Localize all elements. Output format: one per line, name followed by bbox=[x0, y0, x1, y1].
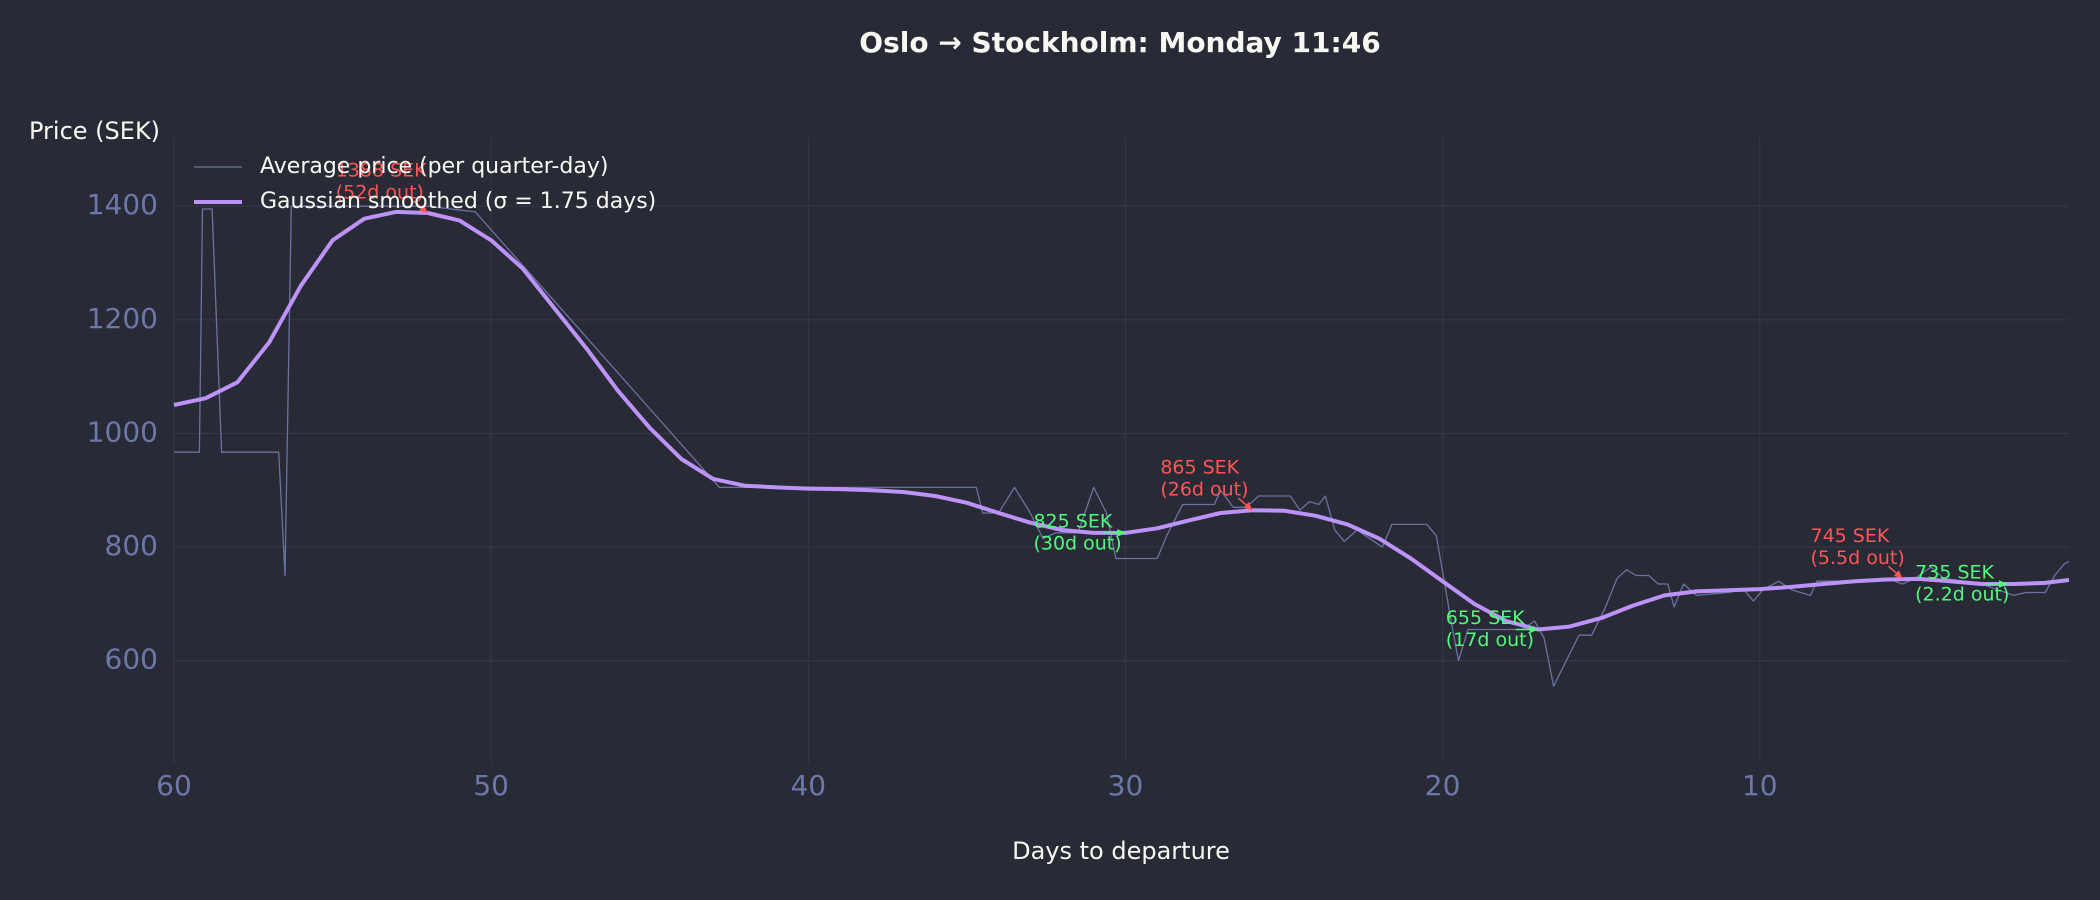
chart-title: Oslo → Stockholm: Monday 11:46 bbox=[859, 26, 1380, 59]
y-tick-label: 800 bbox=[105, 529, 158, 562]
annotation-label: 865 SEK bbox=[1160, 457, 1239, 479]
annotation-sublabel: (30d out) bbox=[1033, 532, 1121, 554]
y-tick-label: 1400 bbox=[87, 188, 158, 221]
annotation-arrowhead bbox=[1117, 528, 1126, 537]
annotation-label: 825 SEK bbox=[1033, 510, 1112, 532]
plot-area bbox=[173, 205, 2070, 687]
annotation-sublabel: (2.2d out) bbox=[1915, 584, 2009, 606]
x-axis-label: Days to departure bbox=[1012, 837, 1230, 865]
annotation-arrowhead bbox=[1999, 580, 2008, 588]
annotation-label: 745 SEK bbox=[1810, 525, 1889, 547]
legend: Average price (per quarter-day) Gaussian … bbox=[194, 154, 656, 214]
legend-label: Gaussian smoothed (σ = 1.75 days) bbox=[260, 189, 656, 214]
x-tick-label: 20 bbox=[1425, 769, 1461, 802]
annotation-arrowhead bbox=[1893, 570, 1903, 579]
annotation-sublabel: (52d out) bbox=[336, 182, 424, 204]
annotation-label: 735 SEK bbox=[1915, 562, 1994, 584]
annotation-label: 1388 SEK bbox=[336, 160, 427, 182]
x-tick-label: 40 bbox=[790, 769, 826, 802]
annotation-label: 655 SEK bbox=[1446, 607, 1525, 629]
annotation-arrowhead bbox=[1529, 625, 1538, 634]
annotation-arrowhead bbox=[1243, 501, 1253, 511]
x-tick-label: 30 bbox=[1108, 769, 1144, 802]
annotation-sublabel: (26d out) bbox=[1160, 479, 1248, 501]
annotation-arrowhead bbox=[419, 204, 428, 213]
x-tick-label: 60 bbox=[156, 769, 192, 802]
legend-label: Average price (per quarter-day) bbox=[260, 154, 608, 179]
grid: 600 800 1000 1200 1400 60 50 40 30 20 10 bbox=[87, 138, 2069, 802]
x-tick-label: 50 bbox=[473, 769, 509, 802]
y-axis-label: Price (SEK) bbox=[29, 117, 160, 145]
annotation-sublabel: (17d out) bbox=[1446, 629, 1534, 651]
y-tick-label: 600 bbox=[105, 643, 158, 676]
smoothed-line bbox=[173, 209, 2070, 632]
y-tick-label: 1000 bbox=[87, 415, 158, 448]
annotation-sublabel: (5.5d out) bbox=[1810, 547, 1904, 569]
y-tick-label: 1200 bbox=[87, 302, 158, 335]
x-tick-label: 10 bbox=[1742, 769, 1778, 802]
annotations: 1388 SEK(52d out) 865 SEK(26d out) 745 SEK… bbox=[336, 160, 2010, 651]
